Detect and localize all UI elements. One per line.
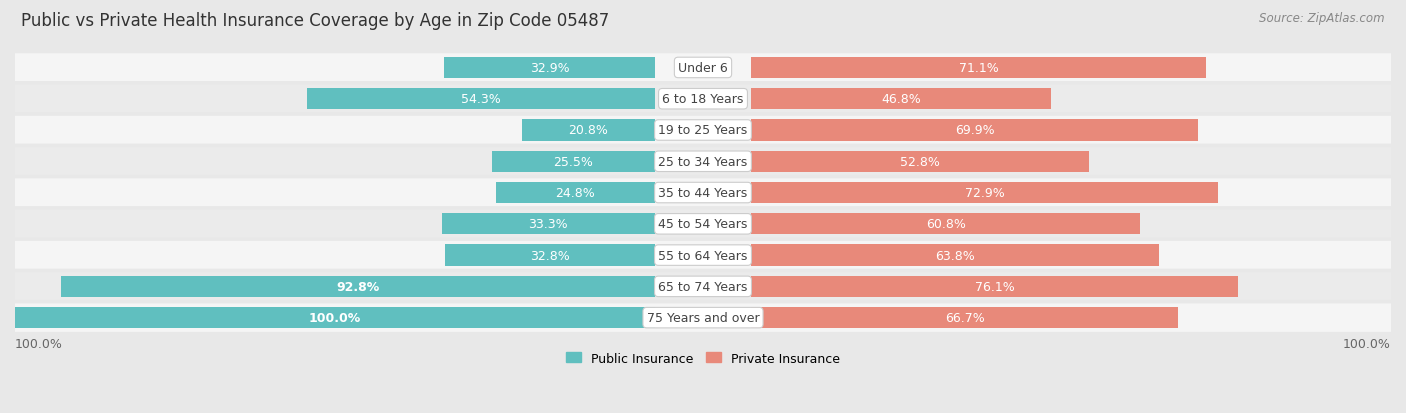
Text: 72.9%: 72.9% xyxy=(965,187,1004,199)
FancyBboxPatch shape xyxy=(11,302,1395,334)
Text: 92.8%: 92.8% xyxy=(336,280,380,293)
Bar xyxy=(751,89,1050,110)
Text: 33.3%: 33.3% xyxy=(529,218,568,231)
Bar xyxy=(60,276,655,297)
Text: Under 6: Under 6 xyxy=(678,62,728,75)
Text: 69.9%: 69.9% xyxy=(955,124,994,137)
Text: 55 to 64 Years: 55 to 64 Years xyxy=(658,249,748,262)
Text: 46.8%: 46.8% xyxy=(882,93,921,106)
Bar xyxy=(444,245,655,266)
Text: 63.8%: 63.8% xyxy=(935,249,976,262)
Bar xyxy=(492,151,655,173)
Text: 71.1%: 71.1% xyxy=(959,62,998,75)
Text: 65 to 74 Years: 65 to 74 Years xyxy=(658,280,748,293)
Text: 24.8%: 24.8% xyxy=(555,187,595,199)
Bar xyxy=(751,307,1178,328)
FancyBboxPatch shape xyxy=(11,146,1395,178)
Text: Public vs Private Health Insurance Coverage by Age in Zip Code 05487: Public vs Private Health Insurance Cover… xyxy=(21,12,609,30)
Text: 54.3%: 54.3% xyxy=(461,93,501,106)
Bar xyxy=(308,89,655,110)
FancyBboxPatch shape xyxy=(11,209,1395,240)
Bar xyxy=(496,183,655,204)
Legend: Public Insurance, Private Insurance: Public Insurance, Private Insurance xyxy=(561,347,845,370)
FancyBboxPatch shape xyxy=(11,52,1395,84)
Bar xyxy=(444,58,655,79)
FancyBboxPatch shape xyxy=(11,240,1395,271)
Text: 100.0%: 100.0% xyxy=(15,337,63,350)
Text: 75 Years and over: 75 Years and over xyxy=(647,311,759,324)
Text: 25.5%: 25.5% xyxy=(554,155,593,169)
Text: 45 to 54 Years: 45 to 54 Years xyxy=(658,218,748,231)
Bar xyxy=(751,276,1239,297)
FancyBboxPatch shape xyxy=(11,271,1395,303)
Text: 60.8%: 60.8% xyxy=(925,218,966,231)
Bar xyxy=(522,120,655,141)
Text: 32.8%: 32.8% xyxy=(530,249,569,262)
FancyBboxPatch shape xyxy=(11,83,1395,115)
Text: 52.8%: 52.8% xyxy=(900,155,941,169)
FancyBboxPatch shape xyxy=(11,177,1395,209)
Bar xyxy=(441,214,655,235)
Text: 20.8%: 20.8% xyxy=(568,124,609,137)
FancyBboxPatch shape xyxy=(11,115,1395,147)
Bar xyxy=(751,245,1160,266)
Text: 76.1%: 76.1% xyxy=(974,280,1015,293)
Text: 25 to 34 Years: 25 to 34 Years xyxy=(658,155,748,169)
Text: 100.0%: 100.0% xyxy=(309,311,361,324)
Bar xyxy=(751,151,1090,173)
Bar xyxy=(751,120,1198,141)
Text: 19 to 25 Years: 19 to 25 Years xyxy=(658,124,748,137)
Bar xyxy=(751,214,1140,235)
Text: 32.9%: 32.9% xyxy=(530,62,569,75)
Text: 35 to 44 Years: 35 to 44 Years xyxy=(658,187,748,199)
Text: 100.0%: 100.0% xyxy=(1343,337,1391,350)
Bar xyxy=(751,58,1206,79)
Text: 6 to 18 Years: 6 to 18 Years xyxy=(662,93,744,106)
Text: Source: ZipAtlas.com: Source: ZipAtlas.com xyxy=(1260,12,1385,25)
Bar xyxy=(15,307,655,328)
Text: 66.7%: 66.7% xyxy=(945,311,984,324)
Bar xyxy=(751,183,1218,204)
